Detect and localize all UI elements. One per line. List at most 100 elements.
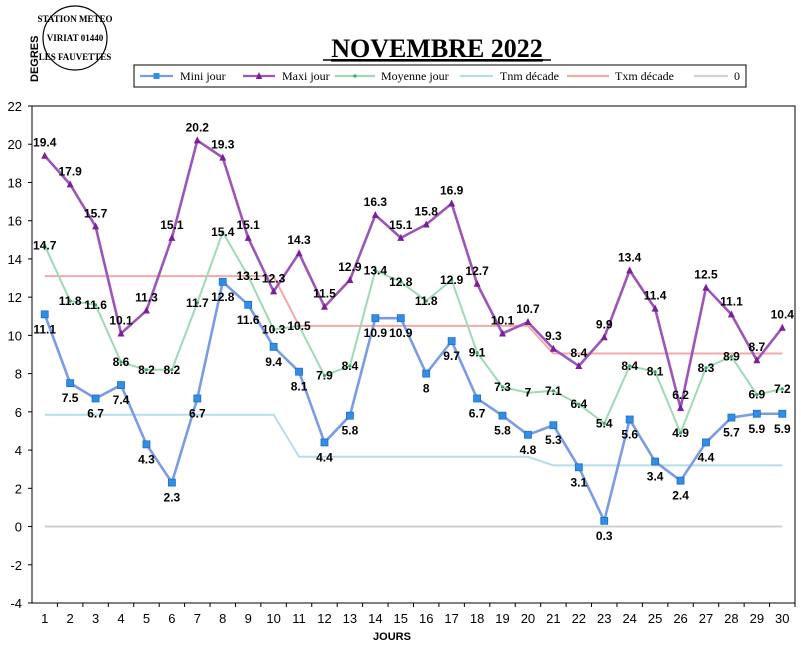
- data-point: [752, 409, 761, 418]
- y-tick-label: 22: [8, 99, 22, 114]
- data-point: [295, 367, 303, 376]
- data-label: 7.9: [316, 369, 333, 383]
- data-label: 10.1: [109, 313, 133, 327]
- data-label: 12.8: [211, 290, 235, 304]
- series-line: [43, 139, 784, 410]
- series-txm-d-cade: [44, 275, 783, 355]
- data-point: [272, 328, 276, 332]
- data-label: 9.4: [265, 355, 282, 369]
- data-point: [626, 266, 634, 274]
- data-label: 5.7: [723, 426, 740, 440]
- legend-box: [133, 64, 747, 88]
- data-point: [602, 421, 606, 425]
- data-point: [702, 438, 710, 447]
- data-point: [729, 354, 734, 359]
- x-tick-label: 20: [521, 611, 535, 626]
- data-point: [244, 233, 252, 241]
- data-label: 13.4: [364, 263, 388, 277]
- legend-item: Tnm décade: [460, 69, 559, 83]
- y-tick-label: 4: [15, 443, 22, 458]
- data-point: [422, 369, 431, 378]
- data-point: [727, 413, 736, 422]
- data-label: 9.9: [596, 317, 613, 331]
- series-layer: [40, 136, 787, 528]
- legend-label: Txm décade: [615, 69, 674, 83]
- x-tick-label: 2: [67, 611, 74, 626]
- data-point: [41, 151, 49, 159]
- data-point: [526, 391, 530, 395]
- data-point: [144, 368, 149, 372]
- data-label: 12.5: [694, 268, 718, 282]
- data-label: 12.7: [465, 264, 489, 278]
- y-tick-label: 2: [15, 481, 22, 496]
- data-point: [193, 136, 201, 144]
- data-label: 5.3: [545, 433, 562, 447]
- station-stamp: STATION METEO VIRIAT 01440 LES FAUVETTES: [38, 5, 112, 71]
- data-label: 13.4: [618, 250, 642, 264]
- x-tick-label: 25: [648, 611, 662, 626]
- data-label: 8.4: [570, 346, 587, 360]
- y-tick-label: 8: [15, 367, 22, 382]
- legend-marker: [353, 74, 357, 78]
- data-point: [117, 381, 125, 389]
- data-point: [371, 314, 380, 323]
- data-point: [653, 370, 657, 374]
- data-label: 2.3: [164, 491, 181, 505]
- data-point: [755, 393, 759, 397]
- data-point: [92, 222, 100, 230]
- data-label: 10.9: [364, 326, 388, 340]
- data-point: [651, 304, 659, 312]
- data-point: [168, 233, 176, 241]
- station-line3: LES FAUVETTES: [39, 52, 112, 62]
- data-label: 16.9: [440, 183, 464, 197]
- data-label: 15.1: [160, 218, 184, 232]
- data-point: [399, 280, 403, 284]
- data-point: [270, 287, 278, 295]
- data-point: [371, 210, 379, 218]
- y-tick-label: -4: [10, 596, 22, 611]
- data-label: 15.4: [211, 225, 235, 239]
- legend-item: Moyenne jour: [335, 69, 449, 83]
- data-point: [373, 268, 377, 272]
- x-tick-label: 12: [317, 611, 331, 626]
- x-tick-label: 1: [41, 611, 48, 626]
- legend-item: Maxi jour: [243, 69, 330, 83]
- data-point: [221, 230, 225, 234]
- x-tick-label: 6: [168, 611, 175, 626]
- data-label: 11.1: [720, 294, 743, 308]
- y-tick-label: 18: [8, 175, 22, 190]
- x-tick-label: 10: [266, 611, 280, 626]
- series-maxi-jour: [41, 136, 786, 412]
- data-point: [320, 438, 329, 447]
- data-point: [346, 411, 354, 420]
- data-point: [475, 350, 479, 355]
- x-tick-label: 24: [622, 611, 636, 626]
- data-label: 5.6: [621, 427, 638, 441]
- data-point: [295, 249, 303, 257]
- data-label: 8.4: [621, 359, 638, 373]
- data-label: 8.1: [291, 380, 308, 394]
- x-tick-label: 8: [219, 611, 226, 626]
- data-label: 5.4: [596, 416, 613, 430]
- data-point: [549, 344, 557, 352]
- data-point: [778, 323, 786, 331]
- data-label: 8.6: [113, 355, 130, 369]
- data-label: 11.8: [59, 294, 82, 308]
- data-label: 8.9: [723, 349, 740, 363]
- data-point: [91, 394, 100, 403]
- legend: Mini jour Maxi jour Moyenne jour Tnm décade…: [133, 64, 747, 88]
- legend-marker: [255, 72, 263, 79]
- data-label: 11.1: [33, 322, 56, 336]
- data-label: 4.4: [698, 450, 715, 464]
- x-tick-label: 17: [444, 611, 458, 626]
- legend-item: Txm décade: [567, 69, 674, 83]
- data-label: 4.8: [520, 443, 537, 457]
- data-point: [66, 379, 75, 388]
- data-label: 7.3: [494, 380, 511, 394]
- data-point: [473, 279, 481, 287]
- data-point: [297, 324, 301, 328]
- data-label: 7.2: [774, 382, 791, 396]
- data-label: 8.2: [138, 363, 155, 377]
- data-label: 12.9: [440, 273, 464, 287]
